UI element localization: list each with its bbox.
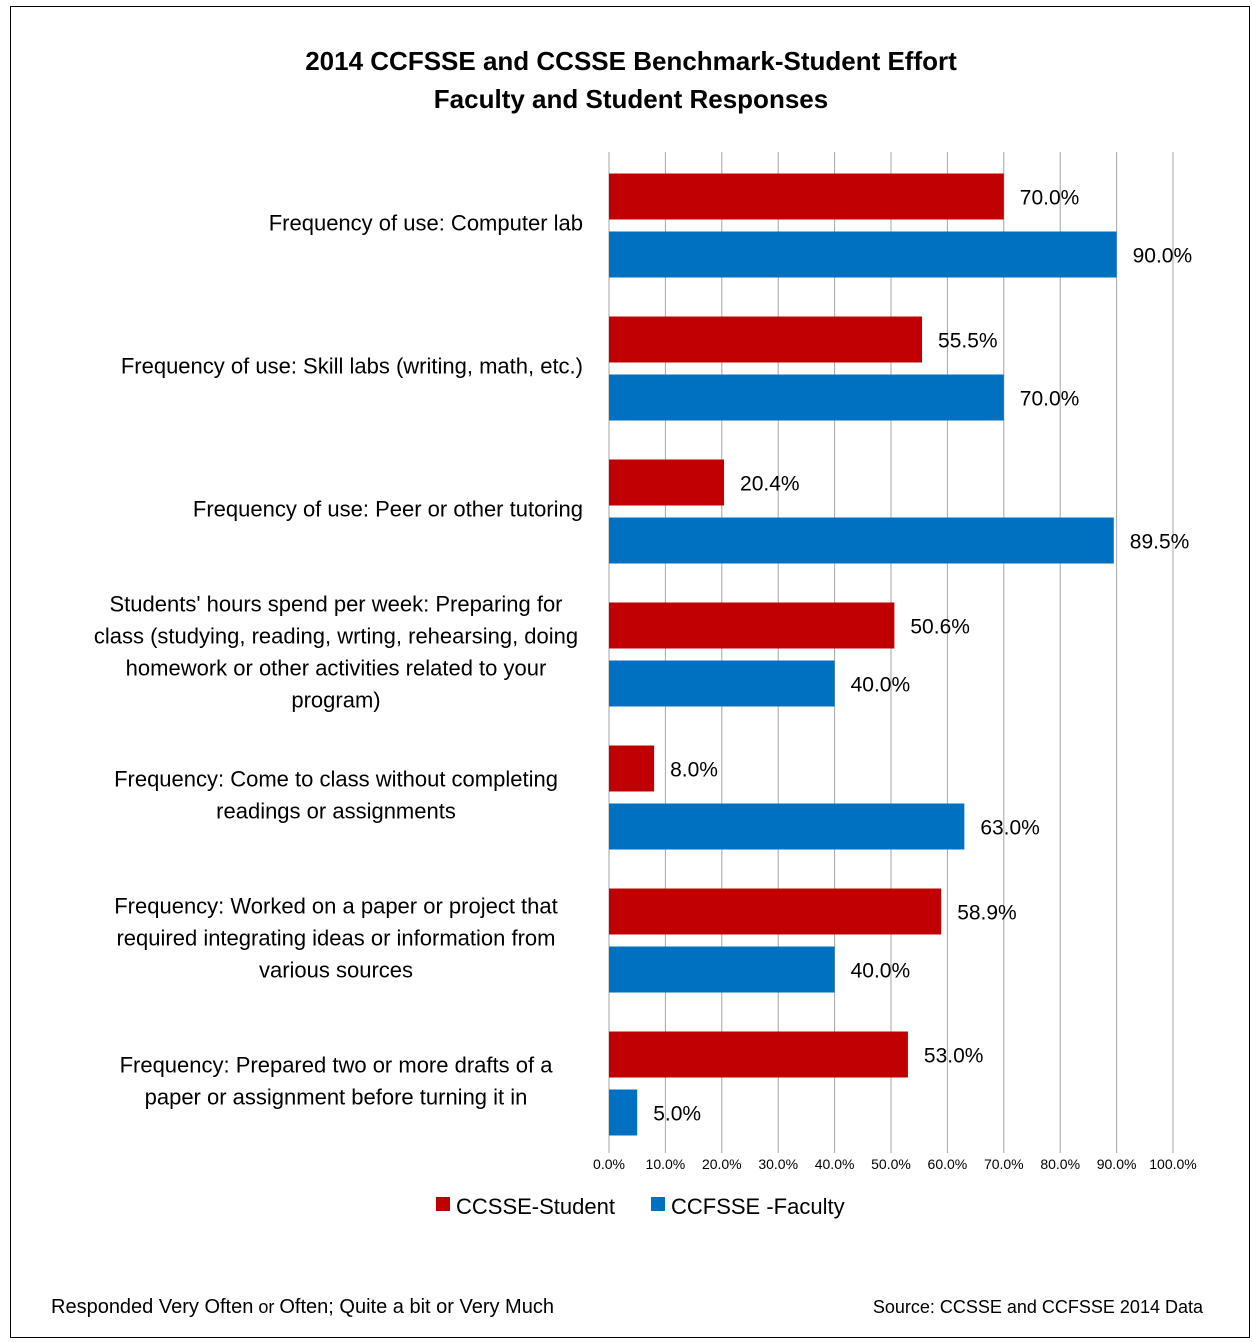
- bar: [609, 660, 835, 707]
- category-label-line: class (studying, reading, wrting, rehear…: [94, 624, 578, 649]
- category-label-line: Frequency: Prepared two or more drafts o…: [120, 1053, 554, 1078]
- category-label: Frequency of use: Computer lab: [269, 211, 583, 236]
- x-tick-label: 70.0%: [984, 1156, 1024, 1172]
- category-label-line: various sources: [259, 958, 413, 983]
- chart-title: 2014 CCFSSE and CCSSE Benchmark-Student …: [305, 46, 957, 114]
- chart-title-line: Faculty and Student Responses: [434, 84, 828, 114]
- x-tick-label: 80.0%: [1040, 1156, 1080, 1172]
- bar: [609, 745, 655, 792]
- data-label: 40.0%: [851, 960, 911, 983]
- data-label: 8.0%: [670, 759, 718, 782]
- bar: [609, 803, 965, 850]
- bar: [609, 517, 1114, 564]
- bar: [609, 1089, 638, 1136]
- chart-frame: 2014 CCFSSE and CCSSE Benchmark-Student …: [10, 6, 1250, 1338]
- footer-note-part: or: [253, 1297, 279, 1317]
- data-label: 58.9%: [957, 902, 1017, 925]
- chart-title-line: 2014 CCFSSE and CCSSE Benchmark-Student …: [305, 46, 957, 76]
- category-label-line: paper or assignment before turning it in: [145, 1085, 528, 1110]
- category-label-line: Frequency: Come to class without complet…: [114, 767, 558, 792]
- bar: [609, 316, 923, 363]
- category-label-line: readings or assignments: [216, 799, 456, 824]
- category-label: Frequency: Come to class without complet…: [114, 767, 558, 824]
- category-label-line: program): [291, 688, 380, 713]
- category-label-line: Students' hours spend per week: Preparin…: [109, 592, 562, 617]
- legend-swatch: [651, 1197, 665, 1211]
- category-labels: Frequency of use: Computer lab Frequency …: [94, 211, 583, 1110]
- data-label: 89.5%: [1130, 531, 1190, 554]
- chart: 2014 CCFSSE and CCSSE Benchmark-Student …: [51, 46, 1204, 1318]
- legend-label: CCFSSE -Faculty: [671, 1194, 845, 1219]
- gridlines: [608, 152, 1174, 1153]
- data-label: 53.0%: [924, 1045, 984, 1068]
- category-label-line: homework or other activities related to …: [126, 656, 547, 681]
- legend-swatch: [436, 1197, 450, 1211]
- data-label: 90.0%: [1133, 245, 1193, 268]
- footer-note-part: Often; Quite a bit or Very Much: [279, 1296, 554, 1318]
- data-label: 20.4%: [740, 473, 800, 496]
- legend-label: CCSSE-Student: [456, 1194, 615, 1219]
- x-tick-label: 40.0%: [815, 1156, 855, 1172]
- bars: 70.0% 90.0% 55.5% 70.0% 20.4% 89.5% 50.6% 40.0%…: [609, 173, 1193, 1136]
- data-label: 5.0%: [653, 1103, 701, 1126]
- x-tick-label: 90.0%: [1097, 1156, 1137, 1172]
- category-label-line: required integrating ideas or informatio…: [116, 926, 555, 951]
- footer-source: Source: CCSSE and CCFSSE 2014 Data: [873, 1297, 1204, 1317]
- data-label: 70.0%: [1020, 187, 1080, 210]
- bar: [609, 374, 1004, 421]
- category-label: Frequency of use: Peer or other tutoring: [193, 497, 583, 522]
- category-label-line: Frequency of use: Computer lab: [269, 211, 583, 236]
- data-label: 63.0%: [980, 817, 1040, 840]
- category-label: Frequency: Prepared two or more drafts o…: [120, 1053, 554, 1110]
- x-axis-ticks: 0.0% 10.0% 20.0% 30.0% 40.0% 50.0% 60.0% 70.0% 8…: [593, 1156, 1197, 1172]
- category-label-line: Frequency: Worked on a paper or project …: [114, 894, 558, 919]
- category-label: Frequency of use: Skill labs (writing, m…: [121, 354, 583, 379]
- category-label: Students' hours spend per week: Preparin…: [94, 592, 578, 713]
- bar: [609, 231, 1117, 278]
- x-tick-label: 60.0%: [928, 1156, 968, 1172]
- x-tick-label: 50.0%: [871, 1156, 911, 1172]
- category-label-line: Frequency of use: Skill labs (writing, m…: [121, 354, 583, 379]
- bar: [609, 459, 725, 506]
- bar: [609, 888, 942, 935]
- x-tick-label: 20.0%: [702, 1156, 742, 1172]
- category-label: Frequency: Worked on a paper or project …: [114, 894, 558, 983]
- category-label-line: Frequency of use: Peer or other tutoring: [193, 497, 583, 522]
- bar: [609, 946, 835, 993]
- x-tick-label: 30.0%: [758, 1156, 798, 1172]
- x-tick-label: 0.0%: [593, 1156, 625, 1172]
- footer-note-part: Responded Very Often: [51, 1296, 253, 1318]
- bar: [609, 1031, 908, 1078]
- data-label: 50.6%: [910, 616, 970, 639]
- data-label: 70.0%: [1020, 388, 1080, 411]
- bar: [609, 602, 895, 649]
- data-label: 55.5%: [938, 330, 998, 353]
- footer: Responded Very Often or Often; Quite a b…: [51, 1296, 1204, 1318]
- x-tick-label: 100.0%: [1149, 1156, 1196, 1172]
- bar: [609, 173, 1004, 220]
- footer-note: Responded Very Often or Often; Quite a b…: [51, 1296, 554, 1318]
- x-tick-label: 10.0%: [646, 1156, 686, 1172]
- legend: CCSSE-Student CCFSSE -Faculty: [436, 1194, 845, 1219]
- data-label: 40.0%: [851, 674, 911, 697]
